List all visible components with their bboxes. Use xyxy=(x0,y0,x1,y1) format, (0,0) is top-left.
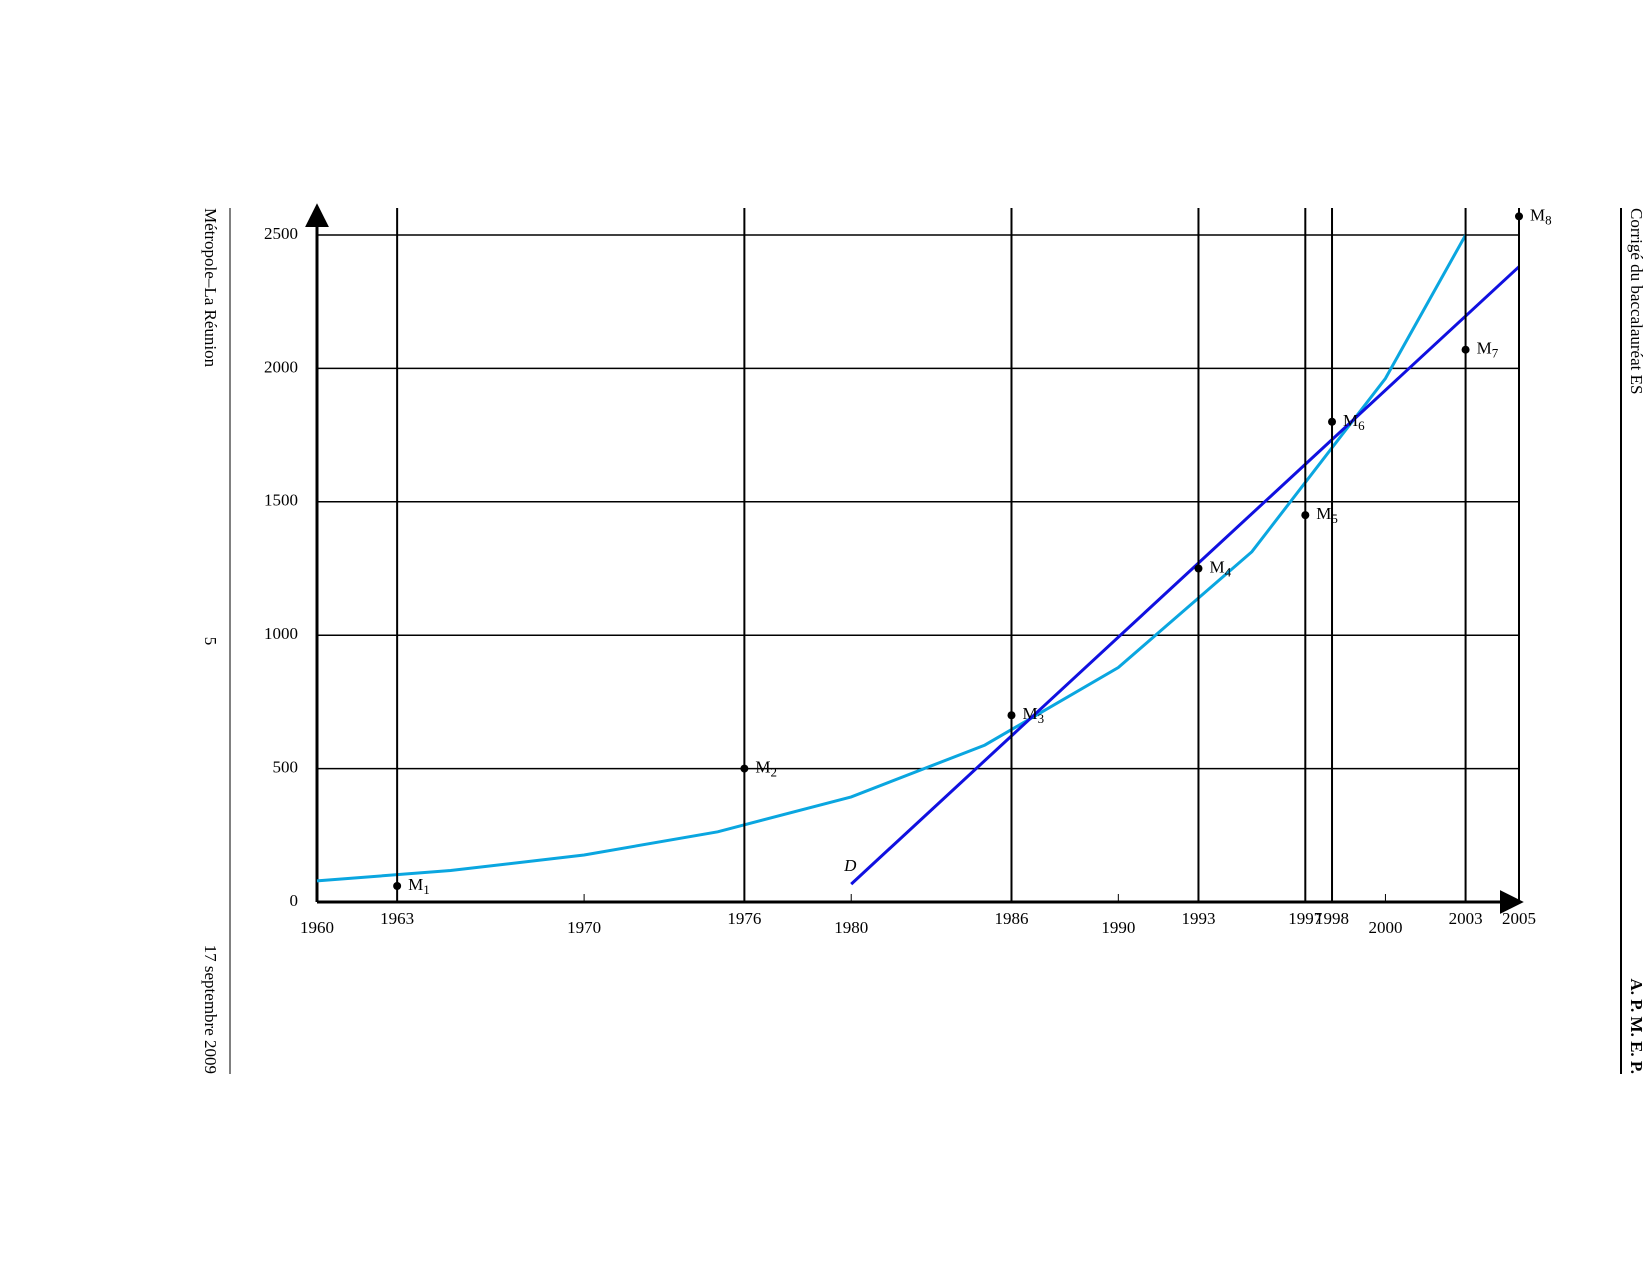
point-year-label: 1998 xyxy=(1315,909,1349,928)
point-label: M3 xyxy=(1022,704,1044,726)
point-label-index: 3 xyxy=(1038,711,1045,726)
point-label: M7 xyxy=(1477,339,1499,361)
point-year-label: 2005 xyxy=(1502,909,1536,928)
header-left-bottom: 17 septembre 2009 xyxy=(201,945,220,1074)
point-label-letter: M xyxy=(1022,704,1037,723)
y-tick-label: 1500 xyxy=(264,491,298,510)
data-point xyxy=(1461,345,1470,354)
data-point xyxy=(1515,212,1523,221)
exponential-curve xyxy=(316,234,1467,883)
point-label-letter: M xyxy=(1316,504,1331,523)
data-point xyxy=(1194,564,1203,573)
point-label: M6 xyxy=(1343,411,1365,433)
point-label-letter: M xyxy=(408,875,423,894)
y-tick-label: 2000 xyxy=(264,357,298,376)
point-label-index: 7 xyxy=(1492,346,1499,361)
point-label-letter: M xyxy=(1209,557,1224,576)
point-label: M5 xyxy=(1316,504,1338,526)
header-right-top: Corrigé du baccalauréat ES xyxy=(1627,208,1646,394)
point-label-index: 2 xyxy=(771,765,778,780)
x-tick-label: 2000 xyxy=(1368,918,1402,937)
point-label-letter: M xyxy=(1343,411,1358,430)
y-tick-label: 0 xyxy=(290,891,299,910)
point-year-label: 1963 xyxy=(380,909,414,928)
y-tick-label: 1000 xyxy=(264,624,298,643)
point-year-label: 1986 xyxy=(994,909,1028,928)
y-tick-label: 2500 xyxy=(264,224,298,243)
header-left-top: Métropole–La Réunion xyxy=(201,208,220,368)
data-point xyxy=(1301,511,1310,520)
y-tick-label: 500 xyxy=(273,758,299,777)
point-label-index: 8 xyxy=(1545,212,1552,227)
point-label: M1 xyxy=(408,875,430,897)
point-year-label: 1993 xyxy=(1181,909,1215,928)
point-label-index: 4 xyxy=(1225,564,1232,579)
x-tick-label: 1960 xyxy=(300,918,334,937)
point-label: M4 xyxy=(1209,557,1231,579)
point-year-label: 1997 xyxy=(1288,909,1323,928)
x-tick-label: 1980 xyxy=(834,918,868,937)
page-number: 5 xyxy=(201,637,220,646)
point-label-index: 5 xyxy=(1331,511,1338,526)
header-right-bottom: A. P. M. E. P. xyxy=(1627,978,1646,1074)
point-label-index: 1 xyxy=(423,882,430,897)
point-label-letter: M xyxy=(1477,339,1492,358)
data-point xyxy=(393,881,402,890)
point-label: M2 xyxy=(755,758,777,780)
point-year-label: 2003 xyxy=(1449,909,1483,928)
point-label-index: 6 xyxy=(1358,418,1365,433)
x-tick-label: 1990 xyxy=(1101,918,1135,937)
point-year-label: 1976 xyxy=(727,909,761,928)
regression-line xyxy=(850,265,1521,886)
point-label-letter: M xyxy=(755,758,770,777)
data-point xyxy=(740,764,749,773)
point-label: M8 xyxy=(1530,205,1552,227)
x-tick-label: 1970 xyxy=(567,918,601,937)
data-point xyxy=(1007,711,1016,720)
line-label: D xyxy=(843,856,857,875)
data-point xyxy=(1328,417,1337,426)
point-label-letter: M xyxy=(1530,205,1545,224)
